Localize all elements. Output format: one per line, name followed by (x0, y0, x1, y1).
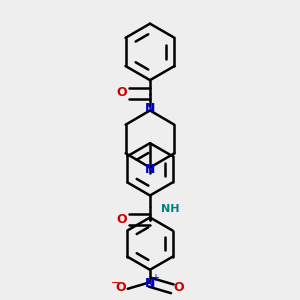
Text: N: N (145, 277, 155, 290)
Text: O: O (116, 86, 127, 99)
Text: O: O (116, 213, 127, 226)
Text: O: O (173, 281, 184, 294)
Text: N: N (145, 164, 155, 176)
Text: −: − (110, 278, 120, 289)
Text: O: O (116, 281, 127, 294)
Text: N: N (145, 102, 155, 115)
Text: NH: NH (161, 204, 180, 214)
Text: +: + (151, 273, 159, 283)
